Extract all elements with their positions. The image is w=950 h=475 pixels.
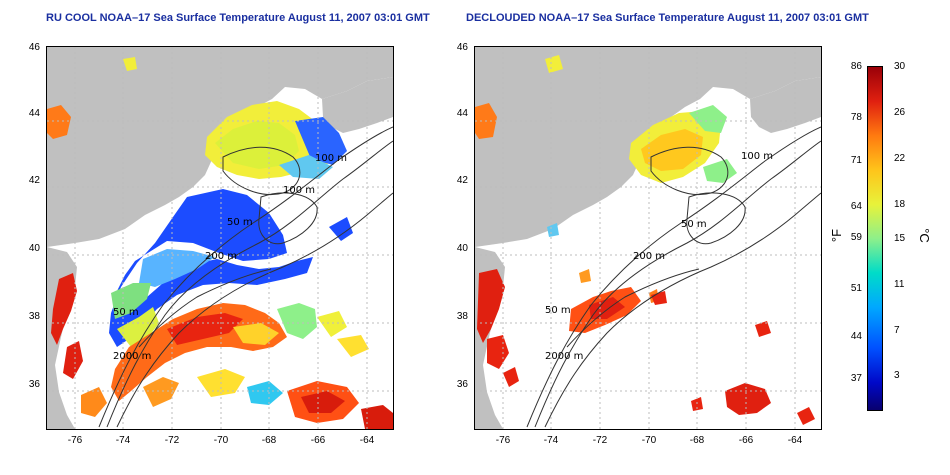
- contour-label: 100 m: [315, 153, 347, 164]
- lat-label: 36: [456, 379, 468, 390]
- colorbar-f-label: 86: [850, 61, 862, 72]
- right-map-canvas: 100 m 50 m 200 m 50 m 2000 m: [475, 47, 821, 429]
- lat-label: 38: [28, 311, 40, 322]
- land-nova-scotia: [750, 77, 821, 133]
- colorbar-f-label: 51: [850, 283, 862, 294]
- colorbar-f-label: 44: [850, 331, 862, 342]
- lon-label: -74: [543, 435, 559, 446]
- contour-label: 50 m: [681, 219, 707, 230]
- lat-label: 36: [28, 379, 40, 390]
- land-north: [47, 47, 393, 247]
- land-nova-scotia: [322, 77, 393, 133]
- contour-label: 2000 m: [545, 351, 583, 362]
- temperature-colorbar: [867, 66, 883, 411]
- lat-label: 46: [28, 42, 40, 53]
- colorbar-c-label: 15: [894, 233, 906, 244]
- lat-label: 42: [456, 175, 468, 186]
- lat-label: 44: [456, 108, 468, 119]
- lon-label: -68: [689, 435, 705, 446]
- lat-label: 46: [456, 42, 468, 53]
- lon-label: -66: [310, 435, 326, 446]
- colorbar-f-label: 78: [850, 112, 862, 123]
- lon-label: -66: [738, 435, 754, 446]
- colorbar-f-label: 71: [850, 155, 862, 166]
- contour-label: 50 m: [545, 305, 571, 316]
- colorbar-c-label: 7: [894, 325, 900, 336]
- lon-label: -76: [495, 435, 511, 446]
- colorbar-f-label: 64: [850, 201, 862, 212]
- sst-se-warm: [725, 383, 771, 415]
- contour-label: 50 m: [113, 307, 139, 318]
- unit-fahrenheit: °F: [829, 228, 845, 243]
- contour-label: 200 m: [633, 251, 665, 262]
- lat-label: 42: [28, 175, 40, 186]
- colorbar-f-label: 59: [850, 232, 862, 243]
- lat-label: 40: [28, 243, 40, 254]
- contour-label: 2000 m: [113, 351, 151, 362]
- lon-label: -72: [164, 435, 180, 446]
- colorbar-c-label: 3: [894, 370, 900, 381]
- lon-label: -68: [261, 435, 277, 446]
- left-map-canvas: 100 m 100 m 50 m 200 m 50 m 2000 m: [47, 47, 393, 429]
- contour-label: 100 m: [741, 151, 773, 162]
- lat-label: 38: [456, 311, 468, 322]
- lon-label: -64: [787, 435, 803, 446]
- colorbar-f-label: 37: [850, 373, 862, 384]
- lat-label: 40: [456, 243, 468, 254]
- lat-label: 44: [28, 108, 40, 119]
- colorbar-c-label: 18: [894, 199, 906, 210]
- colorbar-c-label: 22: [894, 153, 906, 164]
- lon-label: -74: [115, 435, 131, 446]
- lon-label: -72: [592, 435, 608, 446]
- lon-label: -70: [641, 435, 657, 446]
- colorbar-c-label: 30: [894, 61, 906, 72]
- right-sst-map: 100 m 50 m 200 m 50 m 2000 m: [474, 46, 822, 430]
- unit-celsius: °C: [916, 228, 932, 243]
- sst-cold-band: [109, 189, 313, 347]
- left-map-title: RU COOL NOAA–17 Sea Surface Temperature …: [46, 12, 430, 24]
- lon-label: -70: [213, 435, 229, 446]
- right-map-title: DECLOUDED NOAA–17 Sea Surface Temperatur…: [466, 12, 869, 24]
- left-sst-map: 100 m 100 m 50 m 200 m 50 m 2000 m: [46, 46, 394, 430]
- colorbar-c-label: 26: [894, 107, 906, 118]
- land-north: [475, 47, 821, 247]
- contour-label: 200 m: [205, 251, 237, 262]
- contour-label: 100 m: [283, 185, 315, 196]
- lon-label: -64: [359, 435, 375, 446]
- lon-label: -76: [67, 435, 83, 446]
- contour-label: 50 m: [227, 217, 253, 228]
- colorbar-c-label: 11: [894, 279, 905, 290]
